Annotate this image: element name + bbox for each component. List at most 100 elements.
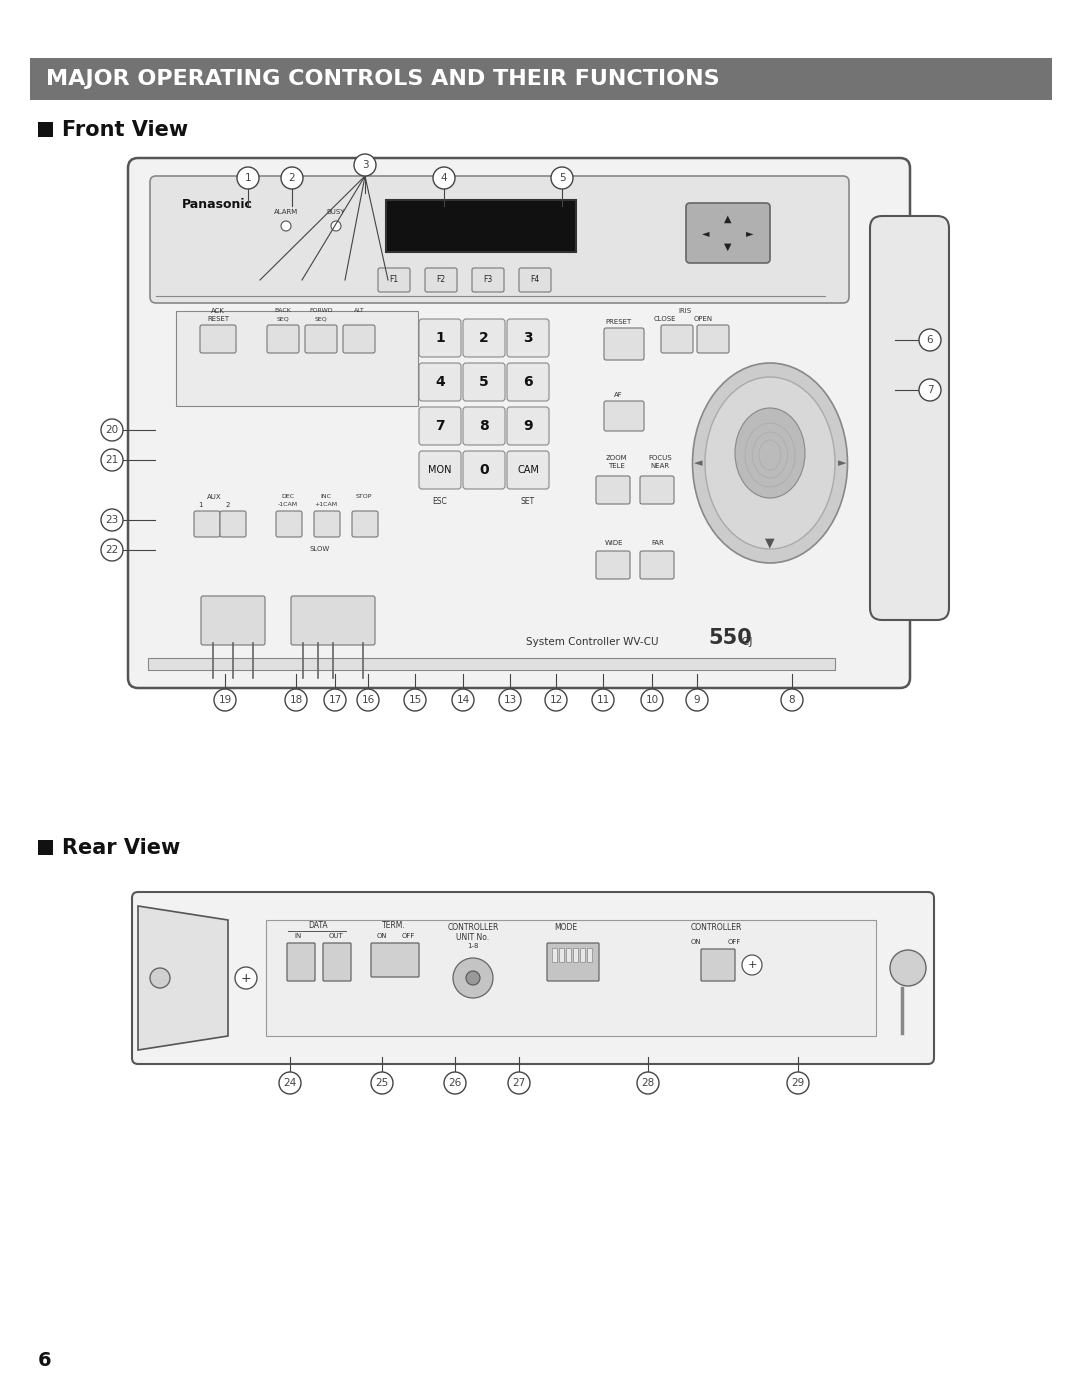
FancyBboxPatch shape — [378, 268, 410, 292]
FancyBboxPatch shape — [640, 550, 674, 578]
Circle shape — [235, 967, 257, 989]
Text: 15: 15 — [408, 694, 421, 705]
Text: 16: 16 — [362, 694, 375, 705]
Text: OFF: OFF — [727, 939, 741, 944]
Text: 6: 6 — [38, 1351, 52, 1369]
FancyBboxPatch shape — [150, 176, 849, 303]
Text: CAM: CAM — [517, 465, 539, 475]
FancyBboxPatch shape — [463, 407, 505, 446]
Text: 21: 21 — [106, 455, 119, 465]
Circle shape — [214, 689, 237, 711]
Text: SET: SET — [521, 497, 535, 507]
Text: TERM.: TERM. — [382, 922, 406, 930]
FancyBboxPatch shape — [604, 328, 644, 360]
FancyBboxPatch shape — [419, 451, 461, 489]
Ellipse shape — [692, 363, 848, 563]
Text: CJ: CJ — [738, 637, 753, 647]
Text: 7: 7 — [435, 419, 445, 433]
Text: 8: 8 — [480, 419, 489, 433]
Text: RESET: RESET — [207, 316, 229, 321]
Bar — [580, 949, 585, 963]
FancyBboxPatch shape — [129, 158, 910, 687]
Circle shape — [357, 689, 379, 711]
Circle shape — [324, 689, 346, 711]
Text: 5: 5 — [480, 374, 489, 388]
Text: 5: 5 — [558, 173, 565, 183]
FancyBboxPatch shape — [463, 319, 505, 358]
FancyBboxPatch shape — [507, 451, 549, 489]
Text: 6: 6 — [927, 335, 933, 345]
Bar — [552, 949, 557, 963]
Bar — [266, 921, 876, 1037]
FancyBboxPatch shape — [661, 326, 693, 353]
FancyBboxPatch shape — [419, 319, 461, 358]
FancyBboxPatch shape — [507, 319, 549, 358]
Text: OPEN: OPEN — [693, 316, 713, 321]
Circle shape — [499, 689, 521, 711]
Circle shape — [285, 689, 307, 711]
Text: +: + — [747, 960, 757, 970]
Text: 4: 4 — [441, 173, 447, 183]
Text: BUSY: BUSY — [327, 210, 346, 215]
Circle shape — [642, 689, 663, 711]
Bar — [176, 312, 418, 407]
Text: IRIS: IRIS — [678, 307, 691, 314]
Bar — [573, 949, 578, 963]
Text: 0: 0 — [480, 462, 489, 476]
Text: 12: 12 — [550, 694, 563, 705]
FancyBboxPatch shape — [686, 203, 770, 263]
FancyBboxPatch shape — [640, 476, 674, 504]
Text: STOP: STOP — [355, 495, 373, 500]
Circle shape — [102, 509, 123, 531]
Circle shape — [453, 689, 474, 711]
FancyBboxPatch shape — [419, 407, 461, 446]
Circle shape — [919, 330, 941, 351]
FancyBboxPatch shape — [546, 943, 599, 981]
Bar — [148, 658, 835, 671]
FancyBboxPatch shape — [132, 893, 934, 1065]
FancyBboxPatch shape — [701, 949, 735, 981]
Text: 1: 1 — [435, 331, 445, 345]
Text: 2: 2 — [226, 502, 230, 509]
Text: 2: 2 — [480, 331, 489, 345]
Circle shape — [150, 968, 170, 988]
Circle shape — [592, 689, 615, 711]
FancyBboxPatch shape — [305, 326, 337, 353]
Bar — [559, 949, 564, 963]
Text: System Controller WV-CU: System Controller WV-CU — [526, 637, 659, 647]
Circle shape — [281, 168, 303, 189]
Text: MODE: MODE — [554, 923, 578, 933]
Text: AUX: AUX — [206, 495, 221, 500]
FancyBboxPatch shape — [463, 363, 505, 401]
FancyBboxPatch shape — [291, 597, 375, 645]
Circle shape — [444, 1071, 465, 1094]
FancyBboxPatch shape — [472, 268, 504, 292]
Circle shape — [433, 168, 455, 189]
FancyBboxPatch shape — [604, 401, 644, 432]
Text: Panasonic: Panasonic — [183, 197, 253, 211]
FancyBboxPatch shape — [426, 268, 457, 292]
Text: 8: 8 — [788, 694, 795, 705]
Circle shape — [787, 1071, 809, 1094]
Circle shape — [551, 168, 573, 189]
Ellipse shape — [705, 377, 835, 549]
Text: INC: INC — [321, 495, 332, 500]
FancyBboxPatch shape — [352, 511, 378, 536]
Text: TELE: TELE — [608, 462, 624, 469]
Circle shape — [508, 1071, 530, 1094]
Text: 27: 27 — [512, 1078, 526, 1088]
FancyBboxPatch shape — [419, 363, 461, 401]
Text: +: + — [241, 971, 252, 985]
Text: Rear View: Rear View — [62, 838, 180, 858]
Text: ▼: ▼ — [766, 536, 774, 549]
Text: DEC: DEC — [282, 495, 295, 500]
Circle shape — [102, 539, 123, 562]
Text: 3: 3 — [362, 161, 368, 170]
Circle shape — [686, 689, 708, 711]
FancyBboxPatch shape — [323, 943, 351, 981]
Circle shape — [919, 379, 941, 401]
Circle shape — [781, 689, 804, 711]
Text: ESC: ESC — [433, 497, 447, 507]
Circle shape — [890, 950, 926, 986]
FancyBboxPatch shape — [870, 217, 949, 620]
